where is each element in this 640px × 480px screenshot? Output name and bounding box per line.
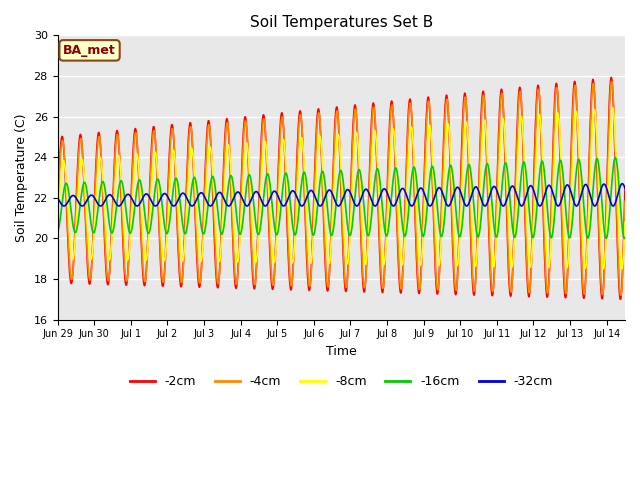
-8cm xyxy=(610,115,618,120)
-4cm xyxy=(617,292,625,298)
-4cm xyxy=(54,216,61,222)
-2cm xyxy=(296,108,303,114)
-2cm xyxy=(271,256,279,262)
-2cm xyxy=(607,74,615,80)
-2cm xyxy=(549,154,557,159)
-2cm xyxy=(621,185,629,191)
-8cm xyxy=(609,105,616,110)
-32cm xyxy=(621,185,629,191)
-16cm xyxy=(54,229,61,235)
-4cm xyxy=(608,79,616,84)
-16cm xyxy=(549,230,557,236)
-16cm xyxy=(152,181,160,187)
-16cm xyxy=(118,180,126,186)
-8cm xyxy=(621,219,629,225)
-4cm xyxy=(610,112,618,118)
-16cm xyxy=(271,228,279,234)
-8cm xyxy=(296,144,303,150)
-2cm xyxy=(118,222,126,228)
-2cm xyxy=(54,207,61,213)
-4cm xyxy=(549,168,557,173)
Line: -32cm: -32cm xyxy=(58,184,625,206)
-32cm xyxy=(549,190,557,196)
-16cm xyxy=(296,199,303,204)
Y-axis label: Soil Temperature (C): Soil Temperature (C) xyxy=(15,113,28,242)
Legend: -2cm, -4cm, -8cm, -16cm, -32cm: -2cm, -4cm, -8cm, -16cm, -32cm xyxy=(125,370,558,393)
-16cm xyxy=(611,155,619,161)
-16cm xyxy=(610,160,618,166)
Line: -2cm: -2cm xyxy=(58,77,625,300)
-32cm xyxy=(54,195,61,201)
-4cm xyxy=(118,212,126,217)
-32cm xyxy=(296,201,303,207)
-8cm xyxy=(618,266,626,272)
-8cm xyxy=(549,197,557,203)
-8cm xyxy=(152,152,160,158)
Line: -4cm: -4cm xyxy=(58,82,625,295)
-4cm xyxy=(271,261,279,266)
-2cm xyxy=(616,297,624,302)
-8cm xyxy=(54,228,61,234)
-8cm xyxy=(118,193,126,199)
-4cm xyxy=(296,115,303,120)
-4cm xyxy=(621,198,629,204)
-32cm xyxy=(335,203,342,209)
-32cm xyxy=(152,203,160,209)
-16cm xyxy=(621,236,628,241)
-2cm xyxy=(610,120,618,126)
Text: BA_met: BA_met xyxy=(63,44,116,57)
Title: Soil Temperatures Set B: Soil Temperatures Set B xyxy=(250,15,433,30)
Line: -8cm: -8cm xyxy=(58,108,625,269)
-32cm xyxy=(618,181,626,187)
-4cm xyxy=(152,144,160,149)
Line: -16cm: -16cm xyxy=(58,158,625,239)
-2cm xyxy=(152,147,160,153)
-32cm xyxy=(610,203,618,208)
-16cm xyxy=(621,235,629,240)
-32cm xyxy=(271,189,279,194)
-8cm xyxy=(271,254,279,260)
-32cm xyxy=(118,200,126,205)
X-axis label: Time: Time xyxy=(326,345,356,358)
